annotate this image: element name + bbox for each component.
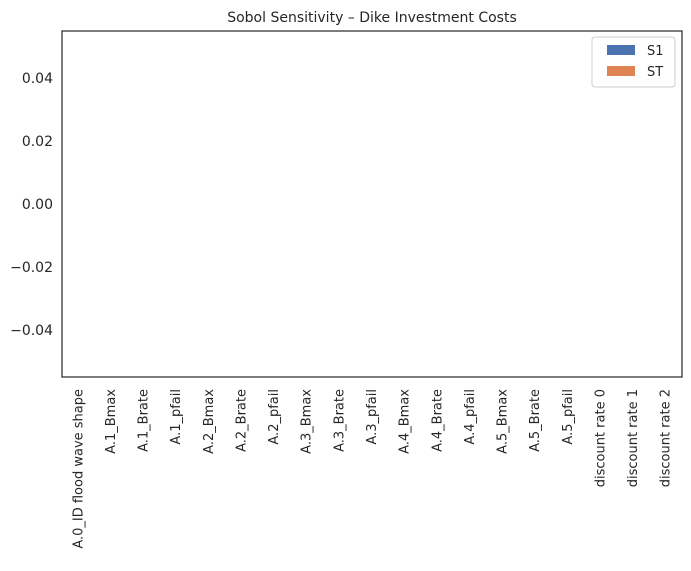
x-axis: A.0_ID flood wave shape A.1_Bmax A.1_Brate… — [71, 389, 673, 549]
y-tick-label: 0.04 — [22, 71, 53, 87]
x-tick-label: A.5_Bmax — [496, 389, 511, 454]
x-tick-label: A.5_pfail — [561, 389, 576, 445]
legend: S1 ST — [591, 36, 676, 88]
legend-label-st: ST — [647, 65, 663, 80]
x-tick-label: A.4_Brate — [430, 389, 445, 452]
y-tick-label: −0.04 — [10, 323, 53, 339]
plot-frame — [61, 30, 683, 378]
x-tick-label: A.2_pfail — [267, 389, 282, 445]
y-axis: −0.04 −0.02 0.00 0.02 0.04 — [10, 71, 53, 339]
x-tick-label: A.4_pfail — [463, 389, 478, 445]
x-tick-label: A.3_pfail — [365, 389, 380, 445]
x-tick-label: A.5_Brate — [528, 389, 543, 452]
x-tick-label: A.2_Brate — [234, 389, 249, 452]
y-tick-label: 0.02 — [22, 134, 53, 150]
legend-swatch-st — [607, 66, 635, 76]
x-tick-label: A.1_Brate — [137, 389, 152, 452]
y-tick-label: −0.02 — [10, 260, 53, 276]
legend-label-s1: S1 — [647, 44, 664, 59]
x-tick-label: A.4_Bmax — [398, 389, 413, 454]
x-tick-label: A.3_Bmax — [300, 389, 315, 454]
x-tick-label: discount rate 2 — [659, 389, 674, 487]
legend-swatch-s1 — [607, 45, 635, 55]
x-tick-label: discount rate 0 — [593, 389, 608, 487]
x-tick-label: A.1_pfail — [169, 389, 184, 445]
x-tick-label: discount rate 1 — [626, 389, 641, 487]
x-tick-label: A.1_Bmax — [104, 389, 119, 454]
y-tick-label: 0.00 — [22, 197, 53, 213]
x-tick-label: A.3_Brate — [332, 389, 347, 452]
x-tick-label: A.2_Bmax — [202, 389, 217, 454]
chart-title: Sobol Sensitivity – Dike Investment Cost… — [227, 10, 517, 26]
x-tick-label: A.0_ID flood wave shape — [71, 389, 86, 549]
